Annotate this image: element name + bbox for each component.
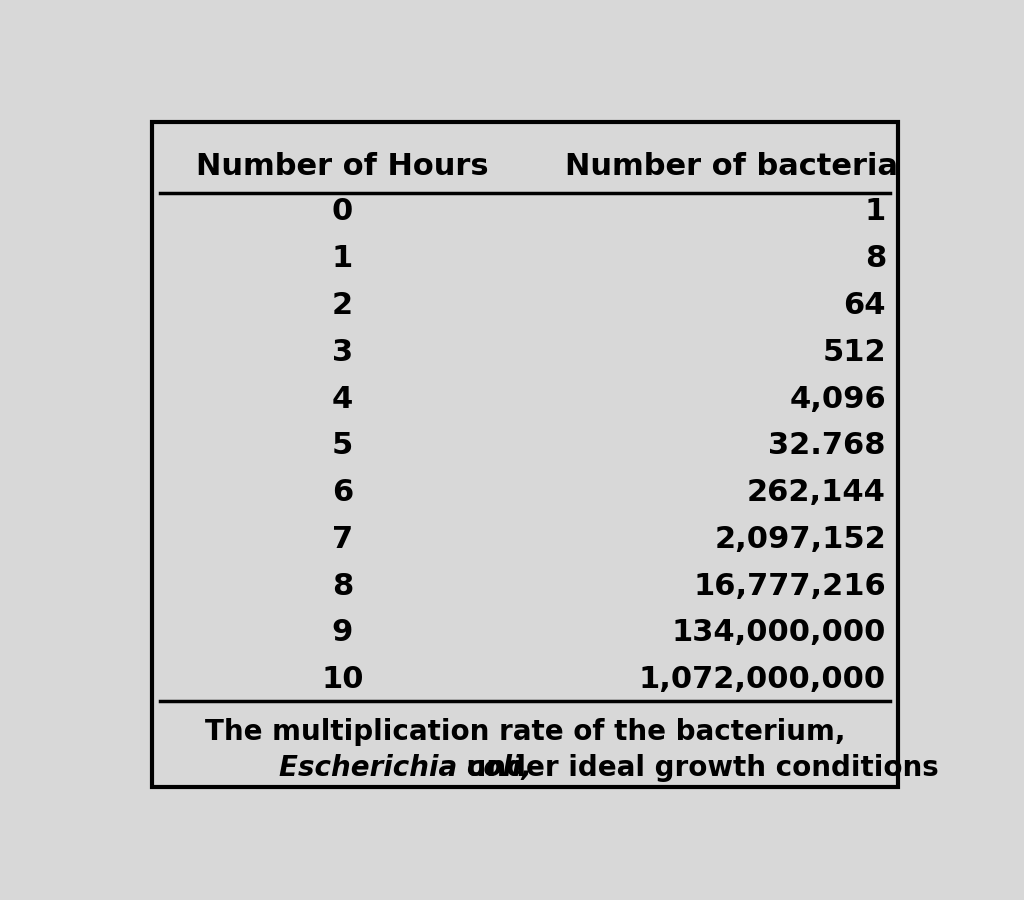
Text: 1: 1 bbox=[332, 244, 353, 274]
Text: 9: 9 bbox=[332, 618, 353, 647]
Text: Number of Hours: Number of Hours bbox=[196, 152, 488, 182]
Text: 1: 1 bbox=[864, 197, 886, 227]
Text: 8: 8 bbox=[332, 572, 353, 600]
Text: 3: 3 bbox=[332, 338, 353, 367]
Text: 512: 512 bbox=[822, 338, 886, 367]
Text: 134,000,000: 134,000,000 bbox=[672, 618, 886, 647]
Text: 4: 4 bbox=[332, 384, 353, 414]
Text: 0: 0 bbox=[332, 197, 353, 227]
Text: 4,096: 4,096 bbox=[790, 384, 886, 414]
Text: 5: 5 bbox=[332, 431, 353, 460]
Text: Number of bacteria: Number of bacteria bbox=[564, 152, 898, 182]
Text: Escherichia coli,: Escherichia coli, bbox=[279, 753, 531, 782]
Text: 2,097,152: 2,097,152 bbox=[714, 525, 886, 554]
Text: 6: 6 bbox=[332, 478, 353, 507]
Text: 262,144: 262,144 bbox=[748, 478, 886, 507]
Text: 1,072,000,000: 1,072,000,000 bbox=[639, 665, 886, 694]
Text: 8: 8 bbox=[864, 244, 886, 274]
Text: 32.768: 32.768 bbox=[768, 431, 886, 460]
Text: under ideal growth conditions: under ideal growth conditions bbox=[458, 753, 939, 782]
Text: 16,777,216: 16,777,216 bbox=[693, 572, 886, 600]
Text: 10: 10 bbox=[321, 665, 364, 694]
Text: 7: 7 bbox=[332, 525, 353, 554]
Text: 2: 2 bbox=[332, 291, 353, 320]
FancyBboxPatch shape bbox=[152, 122, 898, 788]
Text: The multiplication rate of the bacterium,: The multiplication rate of the bacterium… bbox=[205, 717, 845, 746]
Text: 64: 64 bbox=[844, 291, 886, 320]
